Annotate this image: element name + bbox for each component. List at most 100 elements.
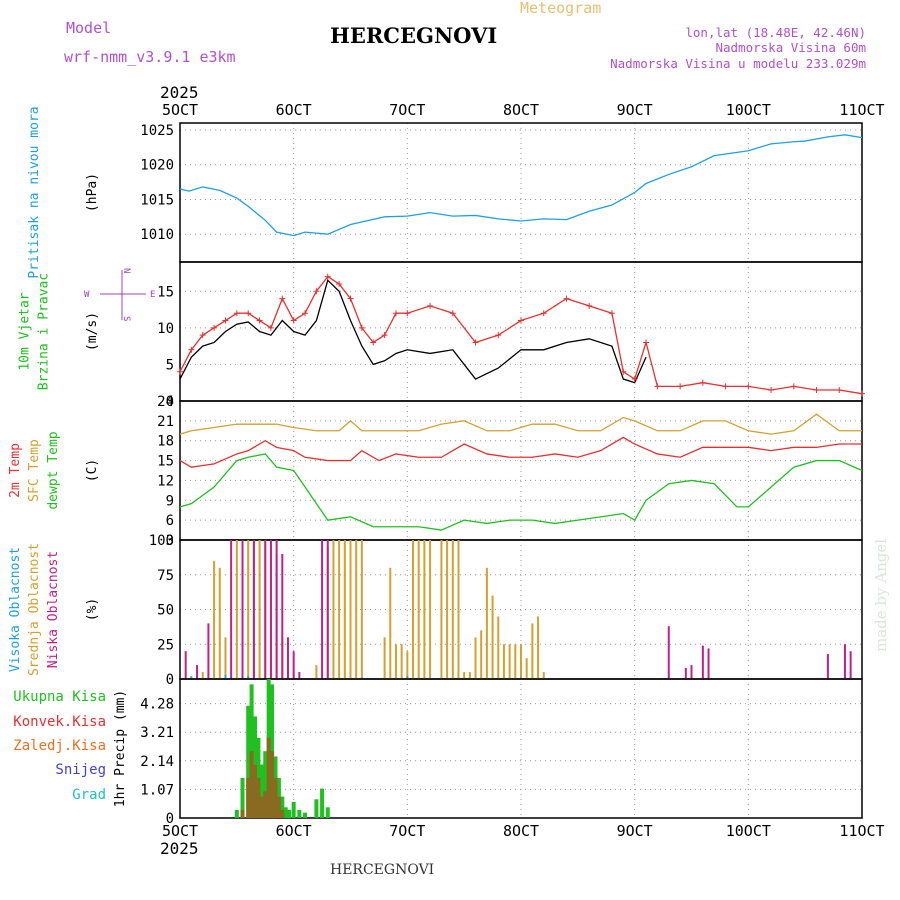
panel-precip: 0 1.07 2.14 3.21 4.28 1hr Precip (mm) [113, 678, 863, 827]
bar-niska-oblacnost [252, 540, 255, 679]
bar-srednja-oblacnost [537, 616, 540, 679]
gust-marker [608, 310, 615, 317]
x-tick-bottom: 6OCT [276, 822, 312, 840]
bar-srednja-oblacnost [463, 672, 466, 679]
gust-marker [586, 302, 593, 309]
gust-marker [233, 310, 240, 317]
bar-srednja-oblacnost [338, 540, 341, 679]
y-tick-label: 9 [166, 493, 174, 509]
bar-srednja-oblacnost [349, 540, 352, 679]
x-tick-bottom: 10OCT [726, 822, 771, 840]
bar-ukupna-kisa [263, 751, 268, 818]
wind-legend-s: S [121, 316, 131, 321]
lonlat-text: lon,lat (18.48E, 42.46N) [685, 25, 866, 40]
ylabel-clouds: Niska Oblacnost [46, 551, 61, 668]
bar-ukupna-kisa [297, 809, 302, 818]
model-altitude-text: Nadmorska Visina u modelu 233.029m [610, 56, 866, 71]
gust-marker [290, 317, 297, 324]
bar-konvek-kisa [280, 809, 285, 818]
ylabel-clouds: Srednja Oblacnost [27, 543, 42, 676]
wind-legend-e: E [150, 290, 155, 300]
bar-niska-oblacnost [230, 540, 233, 679]
bar-niska-oblacnost [849, 651, 852, 679]
bar-niska-oblacnost [707, 648, 710, 679]
gust-marker [745, 383, 752, 390]
x-tick-top: 6OCT [276, 101, 312, 119]
y-tick-label: 1015 [140, 192, 174, 208]
bar-konvek-kisa [276, 796, 281, 818]
bar-visoka-oblacnost [190, 676, 193, 679]
bar-niska-oblacnost [326, 540, 329, 679]
bar-niska-oblacnost [196, 665, 199, 679]
bar-srednja-oblacnost [394, 644, 397, 679]
y-tick-label: 2.14 [140, 754, 174, 770]
bar-konvek-kisa [240, 809, 245, 818]
altitude-text: Nadmorska Visina 60m [715, 40, 866, 55]
station-title: HERCEGNOVI [330, 23, 497, 48]
bar-srednja-oblacnost [451, 540, 454, 679]
panel-frame [179, 678, 863, 819]
bar-ukupna-kisa [283, 807, 288, 818]
gust-marker [427, 302, 434, 309]
gust-marker [677, 383, 684, 390]
bar-niska-oblacnost [264, 540, 267, 679]
bar-srednja-oblacnost [343, 540, 346, 679]
bar-srednja-oblacnost [440, 540, 443, 679]
gust-marker [643, 339, 650, 346]
bar-visoka-oblacnost [224, 674, 227, 679]
x-tick-top: 9OCT [617, 101, 653, 119]
y-tick-label: 24 [157, 394, 174, 410]
y-tick-label: 12 [157, 473, 174, 489]
ylabel-clouds: Visoka Oblacnost [8, 547, 23, 672]
bar-srednja-oblacnost [474, 637, 477, 679]
bar-konvek-kisa [246, 777, 251, 818]
gust-marker [302, 310, 309, 317]
gust-marker [256, 317, 263, 324]
panel-pressure: 1010 1015 1020 1025 Pritisak na nivou mora (h… [27, 106, 863, 279]
bar-ukupna-kisa [314, 799, 319, 818]
bar-niska-oblacnost [275, 540, 278, 679]
gust-marker [836, 387, 843, 394]
bar-srednja-oblacnost [457, 540, 460, 679]
footer-station: HERCEGNOVI [330, 862, 434, 878]
x-tick-top: 11OCT [839, 101, 884, 119]
bar-srednja-oblacnost [235, 540, 238, 679]
gust-marker [245, 310, 252, 317]
legend-konvek: Konvek.Kisa [13, 714, 106, 730]
model-label: Model [66, 19, 111, 37]
y-tick-label: 1020 [140, 158, 174, 174]
ylabel-temperature: dewpt Temp [46, 431, 61, 509]
y-tick-label: 21 [157, 414, 174, 430]
bar-srednja-oblacnost [514, 644, 517, 679]
bar-srednja-oblacnost [400, 644, 403, 679]
panel-clouds: 0 25 50 75 100 Visoka Oblacnost Srednja Oblacn… [8, 533, 863, 688]
bar-srednja-oblacnost [480, 630, 483, 679]
bar-srednja-oblacnost [446, 540, 449, 679]
legend-snijeg: Snijeg [55, 762, 106, 778]
bar-srednja-oblacnost [332, 540, 335, 679]
bar-visoka-oblacnost [247, 676, 250, 679]
wind-direction-legend: N W E S [84, 268, 155, 321]
ylabel-pressure: Pritisak na nivou mora [27, 106, 42, 278]
bar-ukupna-kisa [325, 807, 330, 818]
y-tick-label: 0 [166, 672, 174, 688]
series-pritisak [179, 134, 863, 237]
y-tick-label: 4.28 [140, 697, 174, 713]
bar-srednja-oblacnost [412, 540, 415, 679]
gust-marker [222, 317, 229, 324]
gust-marker [313, 288, 320, 295]
bar-srednja-oblacnost [531, 623, 534, 679]
gust-marker [449, 310, 456, 317]
x-tick-top: 10OCT [726, 101, 771, 119]
bar-srednja-oblacnost [389, 567, 392, 679]
bar-ukupna-kisa [240, 777, 245, 818]
y-tick-label: 25 [157, 637, 174, 653]
bar-niska-oblacnost [241, 540, 244, 679]
legend-zaledj: Zaledj.Kisa [13, 738, 106, 754]
bar-ukupna-kisa [320, 788, 325, 818]
y-tick-label: 0 [166, 811, 174, 827]
y-tick-label: 0 [166, 394, 174, 410]
y-tick-label: 1010 [140, 227, 174, 243]
wind-legend-n: N [121, 268, 131, 273]
